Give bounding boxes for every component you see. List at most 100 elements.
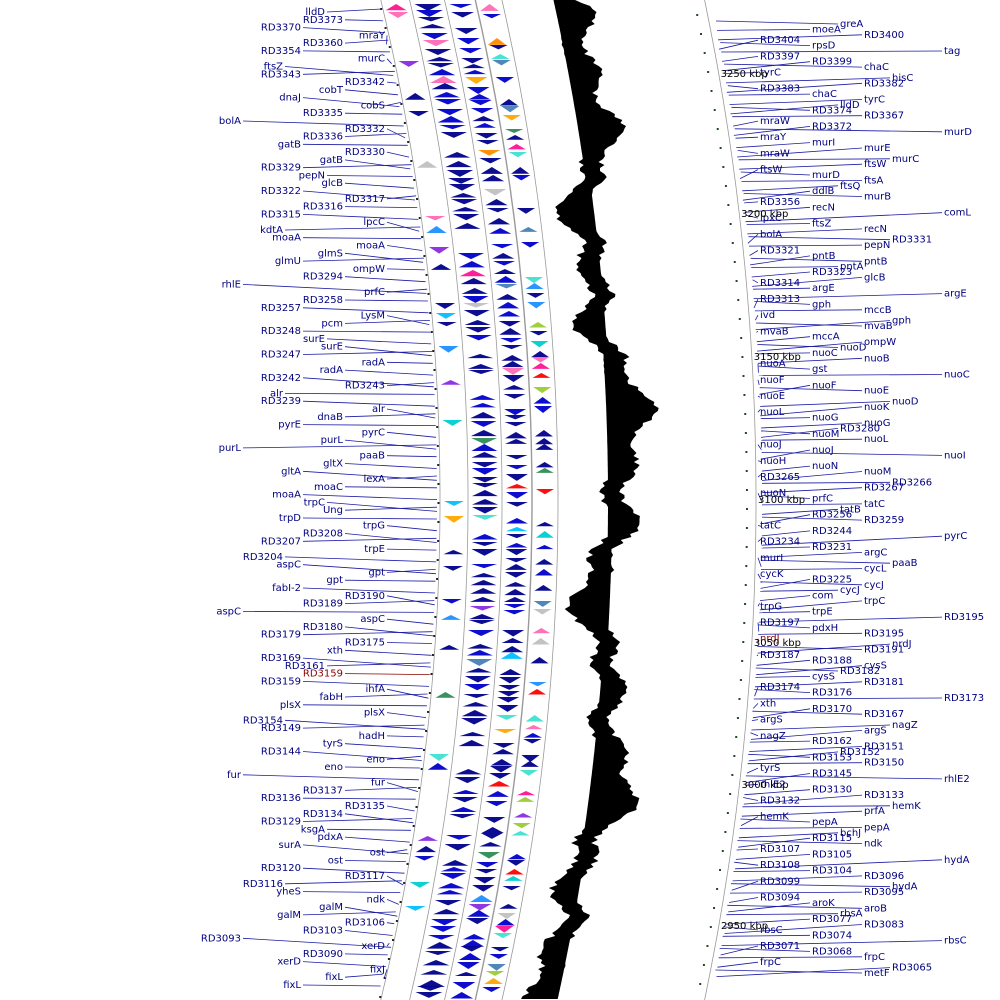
label-leader-line xyxy=(344,579,436,582)
scale-tick xyxy=(729,223,732,225)
label-leader-line xyxy=(726,82,863,93)
label-leader-line xyxy=(748,753,811,758)
gene-label: ivd xyxy=(760,310,775,321)
gene-feature-arrow xyxy=(492,60,511,66)
label-leader-line xyxy=(386,595,435,606)
scale-tick xyxy=(420,768,423,770)
gene-label: RD3099 xyxy=(760,876,800,887)
gene-label: nuoC xyxy=(944,369,970,380)
label-leader-line xyxy=(723,61,811,72)
label-leader-line xyxy=(326,338,432,345)
gene-label: RD3256 xyxy=(812,510,852,521)
gene-feature-arrow xyxy=(505,465,528,470)
scale-tick xyxy=(736,717,739,719)
gene-feature-arrow xyxy=(456,38,480,45)
gene-label: nuoA xyxy=(760,359,786,370)
label-leader-line xyxy=(302,564,436,575)
gene-label: RD3342 xyxy=(345,77,385,88)
label-leader-line xyxy=(754,315,759,321)
gene-feature-arrow xyxy=(415,10,443,17)
gene-feature-arrow xyxy=(492,743,515,748)
gene-label: RD3323 xyxy=(812,267,852,278)
gene-label: RD3154 xyxy=(243,715,283,726)
label-leader-line xyxy=(302,164,412,169)
gene-feature-arrow xyxy=(461,288,488,294)
gene-label: mvaB xyxy=(760,326,789,337)
gene-label: RD3145 xyxy=(812,768,852,779)
gene-label: RD3360 xyxy=(303,38,343,49)
gene-label: RD3382 xyxy=(864,78,904,89)
label-leader-line xyxy=(734,128,943,133)
gene-feature-arrow xyxy=(458,740,485,747)
scale-tick xyxy=(744,432,747,434)
gene-label: rhlE xyxy=(222,279,241,290)
gene-feature-arrow xyxy=(427,63,455,68)
gene-label: RD3170 xyxy=(812,704,852,715)
gene-feature-arrow xyxy=(459,732,486,737)
gene-feature-arrow xyxy=(463,310,490,317)
label-leader-line xyxy=(344,787,417,791)
gene-feature-arrow xyxy=(485,199,508,206)
gene-label: mraY xyxy=(760,132,787,143)
scale-tick xyxy=(696,14,699,16)
gene-label: nuoN xyxy=(812,461,838,472)
gene-label: xerD xyxy=(277,957,301,968)
label-leader-line xyxy=(738,158,891,161)
gene-label: RD3314 xyxy=(760,278,800,289)
scale-tick xyxy=(745,546,748,548)
gene-feature-arrow xyxy=(489,228,512,234)
gene-label: RD3103 xyxy=(303,926,343,937)
label-leader-line xyxy=(757,525,762,527)
gene-feature-arrow xyxy=(498,685,521,690)
scale-tick xyxy=(412,825,415,827)
gene-feature-arrow xyxy=(532,628,551,634)
gene-label: cycJ xyxy=(840,585,860,596)
gene-feature-arrow xyxy=(507,144,526,150)
gene-feature-arrow xyxy=(404,93,426,100)
label-leader-line xyxy=(386,642,433,644)
gene-label: RD3133 xyxy=(864,790,904,801)
gene-label: RD3137 xyxy=(303,785,343,796)
gene-feature-arrow xyxy=(523,733,542,738)
gene-feature-arrow xyxy=(504,582,527,587)
gene-label: dnaB xyxy=(317,412,343,423)
gene-label: eno xyxy=(324,762,343,773)
scale-tick xyxy=(702,964,705,966)
kbp-scale-labels: 3250 kbp 3200 kbp 3150 kbp 3100 kbp 3050 kbp… xyxy=(721,69,806,932)
gene-label: RD3134 xyxy=(303,809,343,820)
label-leader-line xyxy=(386,408,436,419)
gene-label: RD3159 xyxy=(261,676,301,687)
gene-label: radA xyxy=(320,365,344,376)
gene-feature-arrow xyxy=(435,692,456,698)
scale-tick xyxy=(713,109,716,111)
gene-feature-arrow xyxy=(454,223,481,229)
label-leader-line xyxy=(302,631,433,636)
gene-feature-arrow xyxy=(496,294,519,300)
gene-feature-arrow xyxy=(504,129,524,134)
gene-label: gatB xyxy=(278,139,301,150)
scale-tick xyxy=(427,293,430,295)
gene-label: pyrC xyxy=(362,427,385,438)
label-leader-line xyxy=(344,463,437,469)
scale-tick xyxy=(399,901,402,903)
gene-feature-arrow xyxy=(499,669,522,675)
gene-label: pdxA xyxy=(318,832,344,843)
gene-label: RD3315 xyxy=(261,209,301,220)
scale-tick xyxy=(425,730,428,732)
gene-feature-arrow xyxy=(466,650,493,656)
gene-feature-arrow xyxy=(534,430,553,437)
label-leader-line xyxy=(344,766,420,769)
gene-feature-arrow xyxy=(497,302,520,309)
gene-feature-arrow xyxy=(535,468,554,473)
label-leader-line xyxy=(386,475,437,480)
label-leader-line xyxy=(734,861,759,866)
gene-label: RD3129 xyxy=(261,817,301,828)
kbp-scale-label: 3100 kbp xyxy=(758,495,805,506)
scale-tick xyxy=(422,749,425,751)
label-leader-line xyxy=(761,495,811,499)
gene-feature-arrow xyxy=(459,48,482,54)
label-leader-line xyxy=(720,945,759,956)
gene-label: argC xyxy=(864,547,887,558)
gene-feature-arrow xyxy=(472,116,495,122)
scale-tick xyxy=(727,204,730,206)
